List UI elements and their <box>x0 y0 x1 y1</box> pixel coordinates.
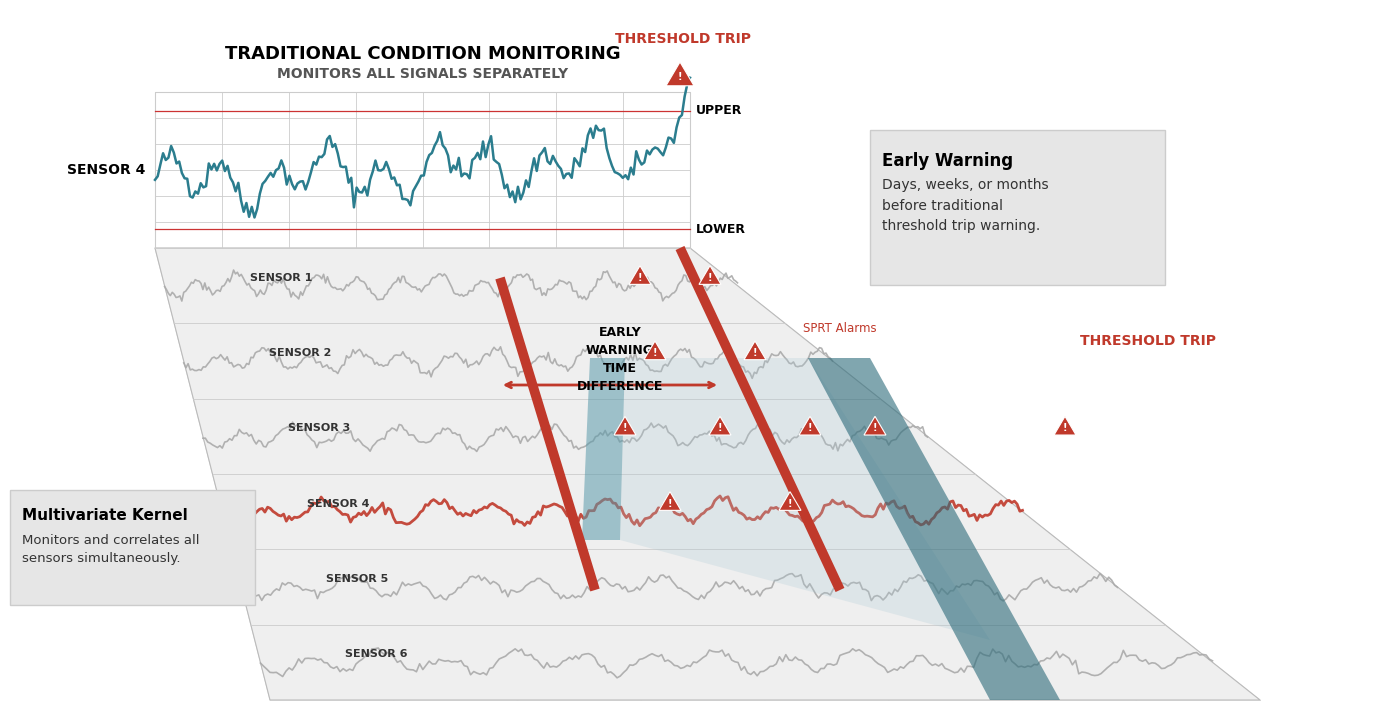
Polygon shape <box>582 358 625 540</box>
Bar <box>871 130 1165 285</box>
Text: LOWER: LOWER <box>696 222 747 236</box>
Text: THRESHOLD TRIP: THRESHOLD TRIP <box>614 32 751 46</box>
Text: !: ! <box>653 348 657 358</box>
Polygon shape <box>620 358 990 640</box>
Text: TRADITIONAL CONDITION MONITORING: TRADITIONAL CONDITION MONITORING <box>224 45 620 63</box>
Polygon shape <box>800 417 820 435</box>
Polygon shape <box>659 491 681 510</box>
Text: !: ! <box>808 423 812 433</box>
Text: THRESHOLD TRIP: THRESHOLD TRIP <box>1080 334 1216 348</box>
Polygon shape <box>779 491 801 510</box>
Text: SENSOR 4: SENSOR 4 <box>67 163 145 177</box>
Text: !: ! <box>638 273 642 283</box>
Text: !: ! <box>788 499 793 509</box>
Polygon shape <box>155 248 1261 700</box>
Text: SENSOR 3: SENSOR 3 <box>288 423 350 433</box>
Text: SENSOR 4: SENSOR 4 <box>306 499 369 509</box>
Polygon shape <box>709 417 731 435</box>
Polygon shape <box>744 341 766 360</box>
Polygon shape <box>1055 417 1075 435</box>
Text: SENSOR 5: SENSOR 5 <box>326 574 389 584</box>
Text: SPRT Alarms: SPRT Alarms <box>804 323 876 335</box>
Text: !: ! <box>752 348 758 358</box>
Text: SENSOR 6: SENSOR 6 <box>345 649 408 659</box>
Text: EARLY
WARNING
TIME
DIFFERENCE: EARLY WARNING TIME DIFFERENCE <box>577 326 663 393</box>
Text: !: ! <box>708 273 712 283</box>
Text: !: ! <box>717 423 722 433</box>
Text: !: ! <box>873 423 878 433</box>
Polygon shape <box>630 265 651 284</box>
Text: !: ! <box>678 73 683 82</box>
Text: Multivariate Kernel: Multivariate Kernel <box>22 508 188 523</box>
Polygon shape <box>699 265 722 284</box>
Text: Days, weeks, or months
before traditional
threshold trip warning.: Days, weeks, or months before traditiona… <box>882 178 1049 233</box>
Text: MONITORS ALL SIGNALS SEPARATELY: MONITORS ALL SIGNALS SEPARATELY <box>277 67 568 81</box>
Bar <box>10 490 255 605</box>
Text: !: ! <box>667 499 673 509</box>
Text: SENSOR 2: SENSOR 2 <box>269 348 332 358</box>
Text: SENSOR 1: SENSOR 1 <box>249 273 312 283</box>
Polygon shape <box>666 62 694 86</box>
Polygon shape <box>864 417 886 435</box>
Text: Early Warning: Early Warning <box>882 152 1013 170</box>
Polygon shape <box>808 358 1060 700</box>
Text: !: ! <box>623 423 627 433</box>
Bar <box>155 92 690 248</box>
Polygon shape <box>644 341 666 360</box>
Polygon shape <box>614 417 637 435</box>
Text: Monitors and correlates all
sensors simultaneously.: Monitors and correlates all sensors simu… <box>22 534 199 565</box>
Text: !: ! <box>1063 423 1067 433</box>
Text: UPPER: UPPER <box>696 104 742 117</box>
